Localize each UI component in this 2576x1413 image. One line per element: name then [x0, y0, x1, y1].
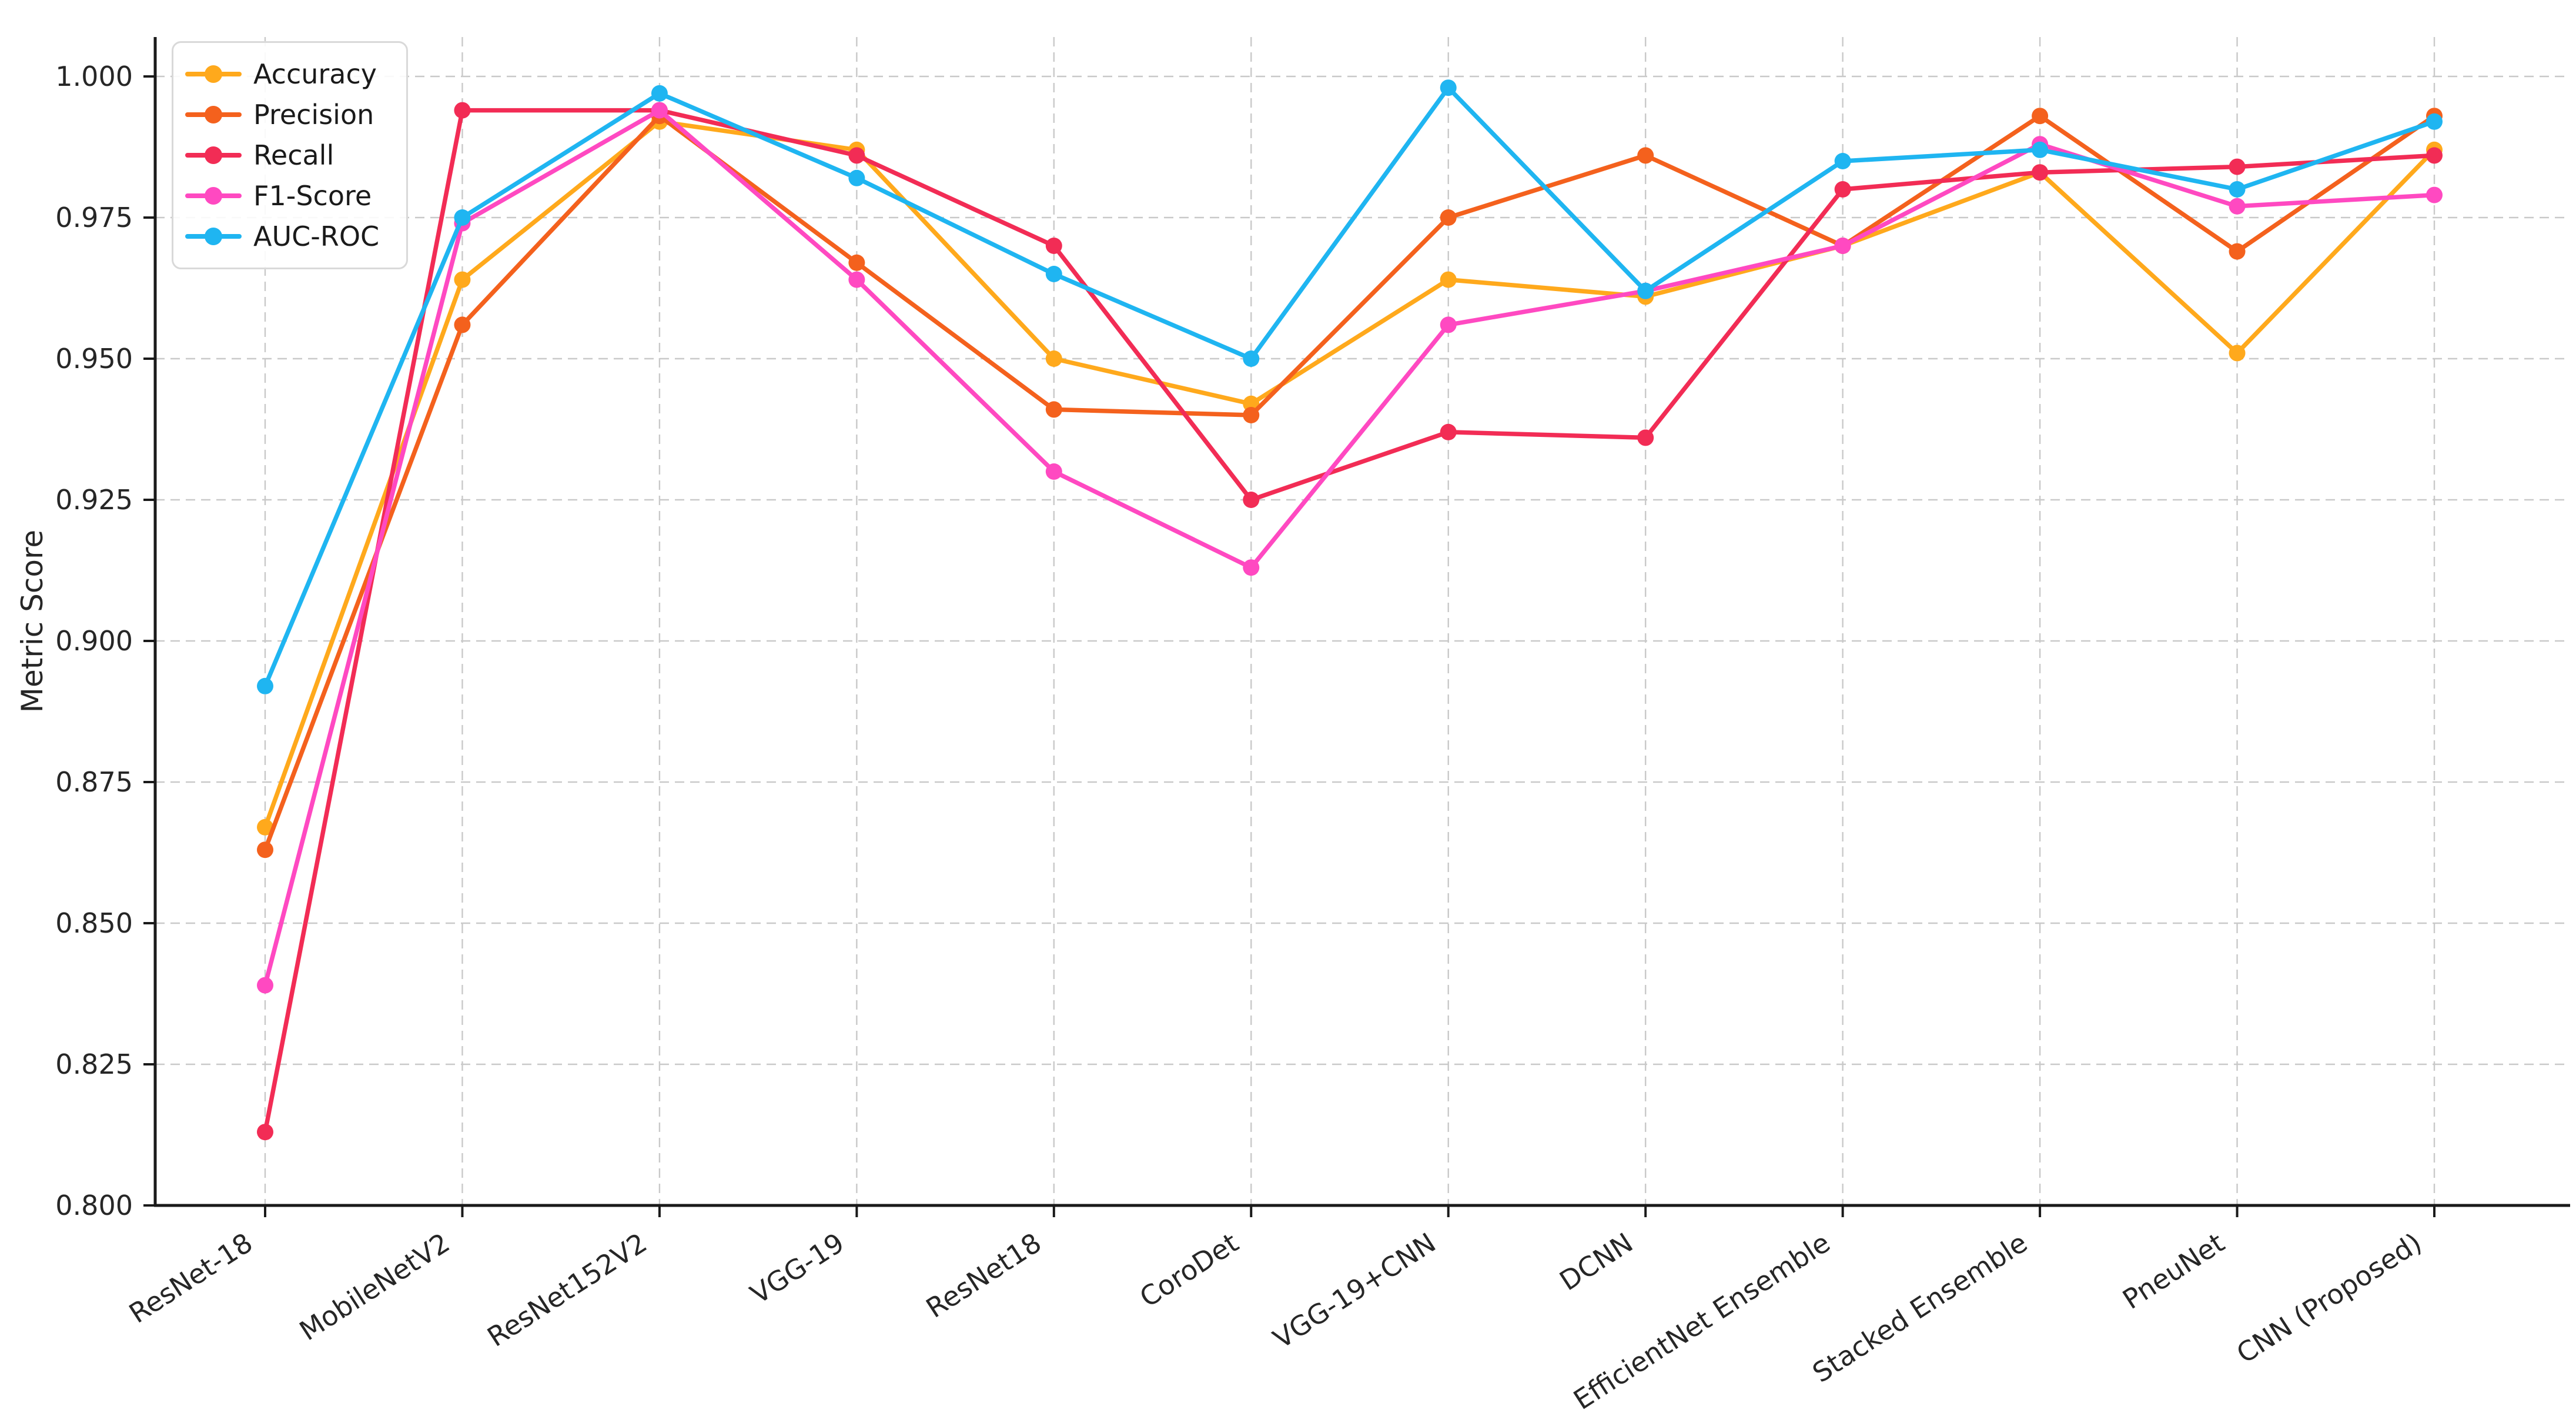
data-point-f1-score	[848, 271, 865, 288]
data-point-auc-roc	[651, 85, 668, 102]
data-point-recall	[1637, 429, 1654, 446]
x-tick-label: MobileNetV2	[294, 1227, 456, 1347]
y-tick-label: 0.800	[55, 1190, 133, 1221]
legend-marker-icon	[185, 58, 242, 90]
data-point-auc-roc	[1637, 282, 1654, 299]
legend-label: Precision	[253, 99, 374, 131]
y-tick-label: 0.975	[55, 202, 133, 233]
y-tick-label: 0.875	[55, 766, 133, 798]
legend-item-recall: Recall	[185, 139, 379, 171]
data-point-auc-roc	[2426, 113, 2443, 130]
legend-label: F1-Score	[253, 180, 372, 212]
y-axis-label: Metric Score	[15, 530, 49, 713]
data-point-recall	[2426, 147, 2443, 164]
x-tick-label: DCNN	[1554, 1227, 1638, 1297]
data-point-recall	[1045, 238, 1062, 254]
data-point-f1-score	[2229, 198, 2246, 215]
y-tick-label: 0.925	[55, 484, 133, 516]
data-point-recall	[2229, 158, 2246, 175]
legend-label: AUC-ROC	[253, 221, 380, 252]
data-point-precision	[1243, 407, 1260, 423]
data-point-auc-roc	[1440, 79, 1457, 96]
data-point-accuracy	[1440, 271, 1457, 288]
data-point-recall	[1440, 423, 1457, 440]
data-point-precision	[2229, 243, 2246, 260]
x-tick-label: Stacked Ensemble	[1807, 1227, 2033, 1389]
legend-marker-icon	[185, 139, 242, 171]
legend-item-auc-roc: AUC-ROC	[185, 221, 379, 252]
data-point-precision	[257, 841, 273, 859]
data-point-recall	[2032, 164, 2049, 181]
y-tick-label: 1.000	[55, 61, 133, 92]
legend-label: Recall	[253, 139, 334, 171]
data-point-precision	[2032, 108, 2049, 125]
data-point-auc-roc	[2032, 141, 2049, 158]
data-point-recall	[1834, 181, 1851, 198]
legend-item-f1-score: F1-Score	[185, 180, 379, 212]
series-line-accuracy	[263, 119, 2437, 830]
data-point-precision	[1045, 401, 1062, 418]
data-point-auc-roc	[1243, 350, 1260, 367]
legend-item-precision: Precision	[185, 99, 379, 131]
legend-label: Accuracy	[253, 58, 377, 90]
data-point-accuracy	[257, 819, 273, 836]
series-line-f1-score	[263, 108, 2437, 988]
data-point-f1-score	[1834, 238, 1851, 254]
legend-item-accuracy: Accuracy	[185, 58, 379, 90]
data-point-recall	[257, 1124, 273, 1141]
x-tick-label: ResNet18	[921, 1227, 1047, 1324]
data-point-f1-score	[257, 977, 273, 994]
data-point-recall	[454, 102, 471, 119]
data-point-precision	[1440, 209, 1457, 226]
legend: Accuracy Precision Recall F1-Score AUC-ROC	[172, 41, 409, 269]
series-line-precision	[263, 113, 2437, 852]
data-point-auc-roc	[2229, 181, 2246, 198]
data-point-auc-roc	[1834, 153, 1851, 169]
data-point-recall	[1243, 492, 1260, 508]
data-point-f1-score	[651, 102, 668, 119]
data-point-accuracy	[454, 271, 471, 288]
x-tick-label: VGG-19	[745, 1227, 850, 1310]
y-tick-label: 0.950	[55, 343, 133, 375]
data-point-auc-roc	[454, 209, 471, 226]
data-point-auc-roc	[848, 169, 865, 186]
x-tick-label: CoroDet	[1134, 1227, 1244, 1314]
series-line-recall	[263, 108, 2437, 1134]
legend-marker-icon	[185, 180, 242, 212]
y-tick-label: 0.900	[55, 625, 133, 657]
data-point-auc-roc	[1045, 266, 1062, 282]
x-tick-label: VGG-19+CNN	[1267, 1227, 1441, 1355]
y-tick-label: 0.825	[55, 1048, 133, 1080]
data-point-accuracy	[2229, 345, 2246, 362]
x-tick-label: CNN (Proposed)	[2231, 1227, 2427, 1369]
series-line-auc-roc	[263, 85, 2437, 689]
data-point-auc-roc	[257, 677, 273, 694]
data-point-precision	[1637, 147, 1654, 164]
y-tick-label: 0.850	[55, 907, 133, 939]
data-point-accuracy	[1045, 350, 1062, 367]
data-point-recall	[848, 147, 865, 164]
x-tick-label: PneuNet	[2117, 1227, 2230, 1315]
data-point-f1-score	[1440, 316, 1457, 333]
x-tick-label: ResNet-18	[123, 1227, 258, 1330]
data-point-precision	[848, 254, 865, 271]
data-point-precision	[454, 316, 471, 333]
data-point-f1-score	[2426, 186, 2443, 203]
data-point-f1-score	[1045, 463, 1062, 480]
data-point-f1-score	[1243, 559, 1260, 576]
x-tick-label: ResNet152V2	[481, 1227, 653, 1353]
legend-marker-icon	[185, 99, 242, 131]
legend-marker-icon	[185, 221, 242, 252]
